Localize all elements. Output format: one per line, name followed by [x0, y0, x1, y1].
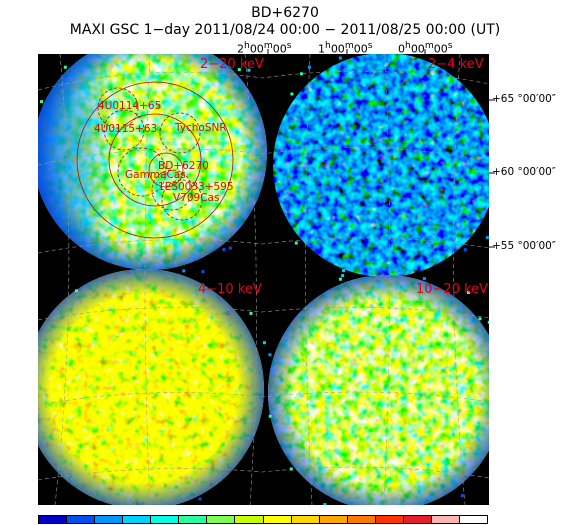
noise-pixel: [268, 414, 272, 418]
panel-4-10kev-image: [38, 269, 264, 505]
color-scale-swatch: [235, 516, 264, 523]
source-label: GammaCas: [125, 169, 186, 181]
region-circle-outer: [76, 81, 234, 239]
color-scale-swatch: [95, 516, 124, 523]
noise-pixel: [198, 497, 202, 501]
panel-label-10-20kev: 10−20 keV: [416, 282, 489, 297]
color-scale-swatch: [375, 516, 404, 523]
region-bd6270: [148, 152, 184, 188]
noise-pixel: [74, 289, 78, 293]
chart-subtitle: MAXI GSC 1−day 2011/08/24 00:00 − 2011/0…: [69, 22, 501, 38]
source-label: 4U0114+65: [98, 100, 162, 112]
color-scale-swatch: [67, 516, 96, 523]
color-scale-swatch: [459, 516, 487, 523]
color-scale-swatch: [39, 516, 68, 523]
source-label: V709Cas: [173, 192, 220, 204]
panel-2-4kev-image: [273, 54, 489, 277]
noise-pixel: [201, 270, 205, 274]
noise-pixel: [463, 248, 467, 252]
noise-pixel: [422, 277, 426, 281]
panel-label-2-4kev: 2−4 keV: [428, 57, 484, 72]
color-scale-swatch: [403, 516, 432, 523]
noise-pixel: [323, 503, 327, 505]
color-scale-swatch: [207, 516, 236, 523]
noise-pixel: [290, 92, 294, 96]
region-tycho: [159, 112, 201, 154]
noise-pixel: [478, 317, 482, 321]
color-scale-swatch: [123, 516, 152, 523]
noise-pixel: [40, 100, 43, 104]
noise-pixel: [300, 72, 303, 76]
noise-pixel: [307, 65, 311, 69]
panel-2-20kev-image: [38, 54, 267, 270]
color-scale-swatch: [347, 516, 376, 523]
noise-pixel: [182, 269, 186, 273]
noise-pixel: [262, 341, 266, 345]
region-v709cas: [161, 179, 203, 221]
noise-pixel: [467, 291, 470, 294]
noise-pixel: [289, 467, 293, 471]
noise-pixel: [338, 277, 342, 281]
top-axis-ticks: [267, 49, 426, 54]
noise-pixel: [222, 248, 226, 251]
color-scale-bar: [38, 515, 488, 524]
panel-label-2-20kev: 2−20 keV: [200, 57, 264, 72]
chart-title: BD+6270: [251, 5, 319, 21]
ra-tick-label: 0h00m00s: [398, 40, 453, 56]
color-scale-swatch: [179, 516, 208, 523]
noise-pixel: [342, 269, 346, 273]
source-label: BD+6270: [158, 160, 209, 172]
noise-pixel: [487, 320, 489, 324]
noise-pixel: [237, 68, 241, 72]
color-scale-swatch: [291, 516, 320, 523]
panel-10-20kev-image: [268, 275, 489, 505]
noise-pixel: [228, 246, 232, 250]
panel-label-4-10kev: 4−10 keV: [198, 282, 262, 297]
color-scale-swatch: [431, 516, 460, 523]
noise-pixel: [294, 241, 298, 245]
ra-tick-label: 1h00m00s: [318, 40, 373, 56]
dec-tick-label: +60 °00′00″: [492, 166, 556, 178]
color-scale-swatch: [151, 516, 180, 523]
source-label: 4U0115+63: [94, 123, 158, 135]
noise-pixel: [338, 56, 342, 60]
ra-tick-label: 2h00m00s: [237, 40, 292, 56]
region-gammacas: [117, 147, 167, 197]
source-regions: [76, 81, 234, 239]
noise-pixel: [63, 65, 67, 69]
noise-pixel: [268, 353, 272, 357]
noise-pixel: [460, 494, 464, 498]
noise-pixel: [249, 311, 253, 315]
right-axis-ticks: [489, 99, 495, 248]
coordinate-grid: [38, 54, 489, 505]
source-label: TychoSNR: [175, 122, 227, 134]
dec-tick-label: +55 °00′00″: [492, 240, 556, 252]
color-scale-swatch: [263, 516, 292, 523]
noise-pixel: [485, 236, 489, 239]
region-circle-inner: [108, 113, 202, 207]
region-1es0033: [151, 169, 193, 211]
region-4u0115: [103, 109, 145, 151]
color-scale-swatch: [319, 516, 348, 523]
noise-pixel: [341, 274, 345, 278]
background-noise-pixels: [40, 56, 489, 505]
region-4u0114: [97, 87, 139, 129]
dec-tick-label: +65 °00′00″: [492, 93, 556, 105]
source-label: 1ES0033+595: [158, 181, 234, 193]
noise-pixel: [247, 68, 251, 72]
